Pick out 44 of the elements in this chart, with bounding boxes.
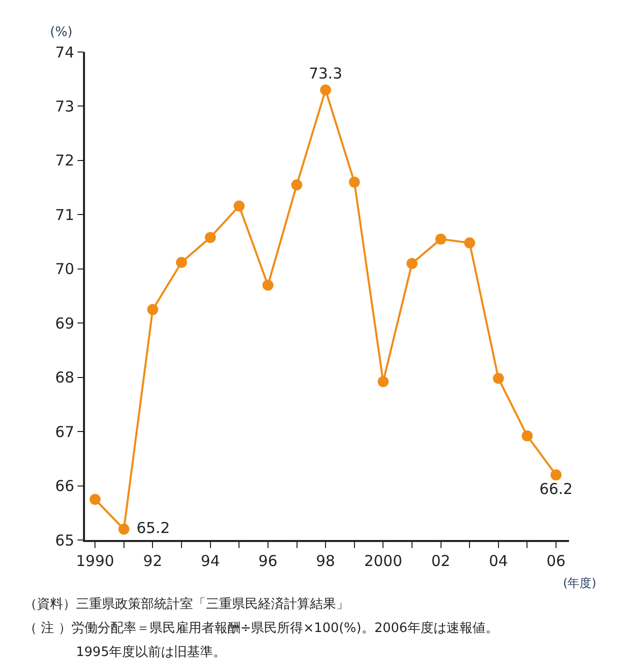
- x-tick-label: 96: [258, 552, 278, 570]
- point: [204, 232, 216, 243]
- x-tick-label: 02: [431, 552, 450, 570]
- x-axis-title: (年度): [563, 576, 596, 590]
- y-tick-label: 72: [55, 152, 74, 170]
- y-tick-label: 66: [55, 477, 74, 496]
- point: [147, 304, 158, 316]
- point: [406, 258, 418, 269]
- y-tick-label: 67: [55, 422, 74, 441]
- x-tick-label: 1990: [76, 552, 114, 570]
- point: [435, 234, 446, 245]
- y-tick-label: 71: [55, 206, 74, 224]
- data-label: 66.2: [534, 480, 578, 498]
- y-tick-label: 74: [55, 43, 74, 62]
- x-tick-label: 04: [488, 552, 508, 570]
- text: （資料）三重県政策部統計室「三重県民経済計算結果」: [24, 596, 349, 612]
- text: （ 注 ）労働分配率＝県民雇用者報酬÷県民所得×100(%)。2006年度は速報値。: [24, 620, 498, 636]
- point: [522, 430, 533, 442]
- x-tick-label: 98: [316, 552, 336, 570]
- point: [550, 469, 562, 480]
- x-tick-label: 06: [546, 552, 566, 570]
- data-label: 73.3: [304, 64, 348, 82]
- point: [90, 494, 101, 505]
- point: [118, 524, 130, 535]
- y-axis-title: (%): [50, 25, 72, 40]
- y-tick-label: 68: [55, 368, 74, 387]
- x-tick-label: 94: [200, 552, 220, 570]
- x-tick-label: 2000: [364, 552, 402, 570]
- x-tick-label: 92: [143, 552, 162, 570]
- point: [378, 376, 389, 388]
- text: 1995年度以前は旧基準。: [24, 644, 226, 660]
- point: [262, 280, 274, 291]
- y-tick-label: 69: [55, 314, 74, 332]
- y-tick-label: 65: [55, 531, 74, 550]
- data-label: 65.2: [132, 518, 175, 537]
- point: [492, 372, 504, 384]
- point: [348, 176, 360, 188]
- point: [464, 237, 476, 248]
- point: [291, 179, 302, 190]
- y-tick-label: 73: [55, 97, 74, 116]
- y-tick-label: 70: [55, 260, 74, 278]
- point: [234, 200, 245, 212]
- point: [320, 84, 332, 96]
- point: [176, 256, 188, 268]
